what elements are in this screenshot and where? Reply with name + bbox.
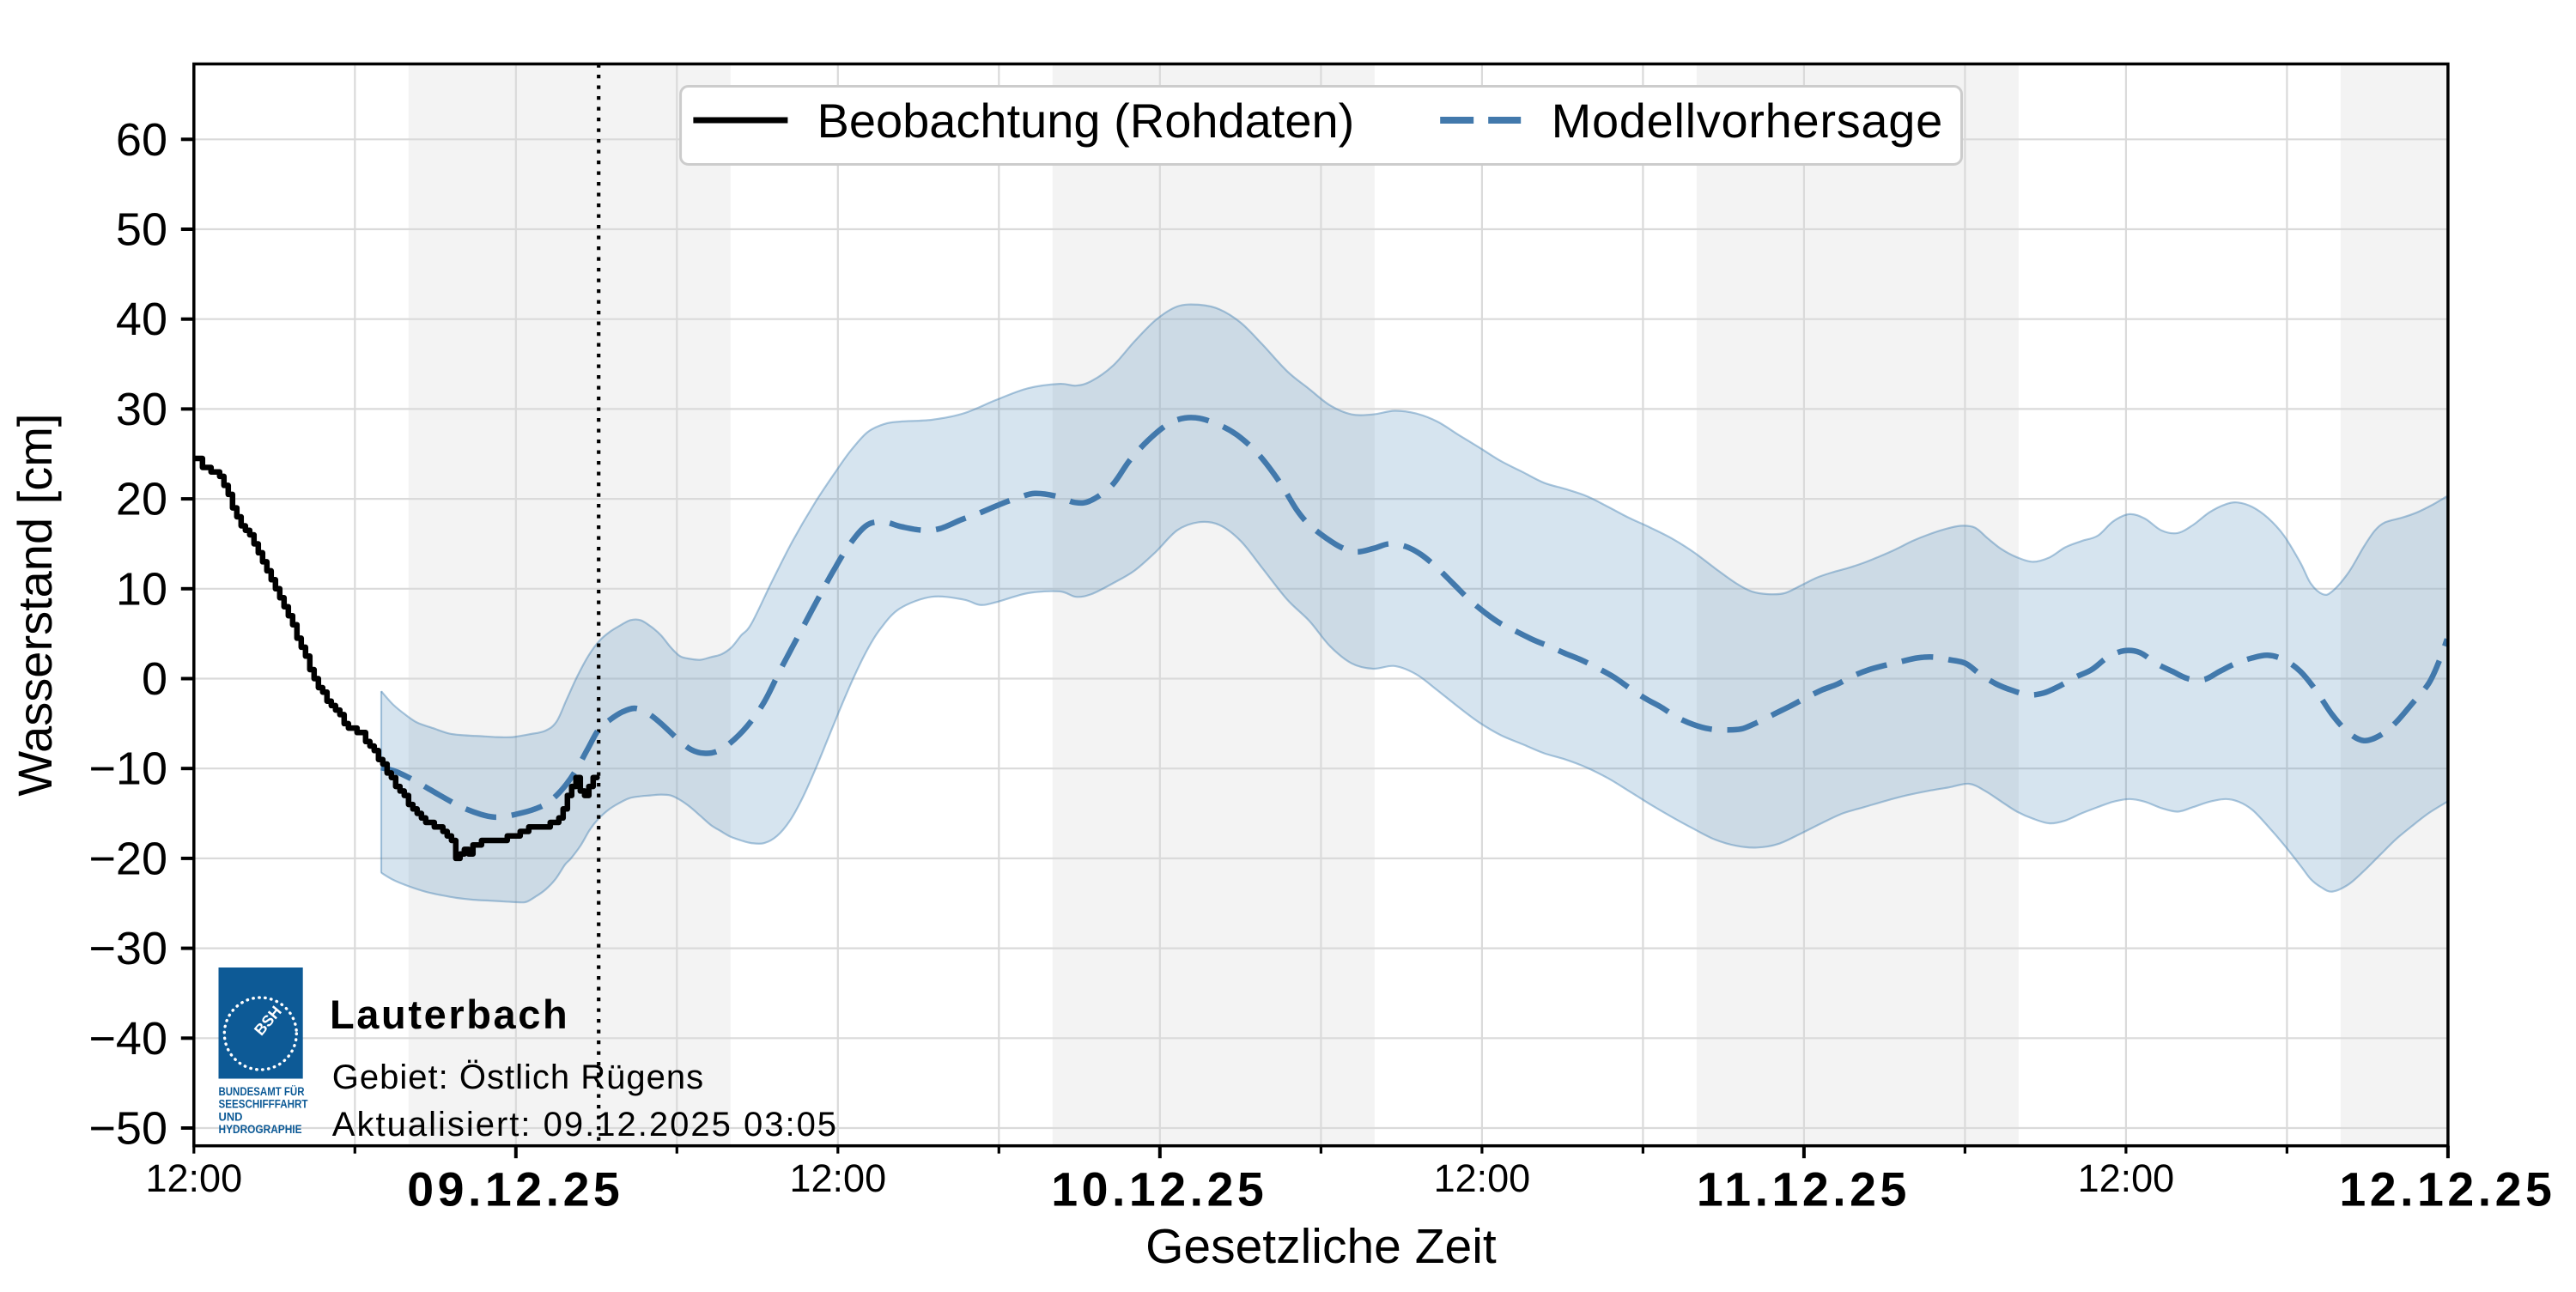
svg-text:12:00: 12:00 xyxy=(145,1156,242,1200)
svg-text:12:00: 12:00 xyxy=(1434,1156,1531,1200)
svg-text:−40: −40 xyxy=(88,1013,167,1065)
svg-text:Gesetzliche Zeit: Gesetzliche Zeit xyxy=(1145,1219,1497,1274)
svg-text:Beobachtung (Rohdaten): Beobachtung (Rohdaten) xyxy=(817,94,1355,148)
svg-text:40: 40 xyxy=(116,294,167,345)
svg-text:−50: −50 xyxy=(88,1103,167,1155)
svg-text:−20: −20 xyxy=(88,833,167,884)
svg-text:−10: −10 xyxy=(88,743,167,795)
svg-text:12:00: 12:00 xyxy=(2078,1156,2175,1200)
svg-text:Gebiet: Östlich Rügens: Gebiet: Östlich Rügens xyxy=(332,1058,704,1096)
svg-text:12.12.25: 12.12.25 xyxy=(2339,1162,2555,1216)
svg-text:HYDROGRAPHIE: HYDROGRAPHIE xyxy=(219,1123,302,1136)
svg-text:10: 10 xyxy=(116,563,167,615)
svg-text:60: 60 xyxy=(116,114,167,166)
svg-text:Aktualisiert: 09.12.2025 03:05: Aktualisiert: 09.12.2025 03:05 xyxy=(332,1106,838,1143)
svg-text:Lauterbach: Lauterbach xyxy=(330,992,569,1037)
svg-text:SEESCHIFFFAHRT: SEESCHIFFFAHRT xyxy=(219,1098,309,1111)
svg-text:30: 30 xyxy=(116,384,167,435)
svg-text:BUNDESAMT FÜR: BUNDESAMT FÜR xyxy=(219,1085,305,1098)
svg-text:09.12.25: 09.12.25 xyxy=(407,1162,623,1216)
svg-text:20: 20 xyxy=(116,474,167,525)
svg-text:50: 50 xyxy=(116,204,167,256)
svg-text:Modellvorhersage: Modellvorhersage xyxy=(1552,94,1943,148)
svg-text:10.12.25: 10.12.25 xyxy=(1051,1162,1267,1216)
svg-text:12:00: 12:00 xyxy=(789,1156,886,1200)
svg-text:UND: UND xyxy=(219,1110,243,1123)
svg-text:11.12.25: 11.12.25 xyxy=(1697,1162,1911,1216)
svg-text:Wasserstand [cm]: Wasserstand [cm] xyxy=(8,414,62,797)
svg-text:0: 0 xyxy=(142,653,167,705)
svg-text:−30: −30 xyxy=(88,923,167,974)
